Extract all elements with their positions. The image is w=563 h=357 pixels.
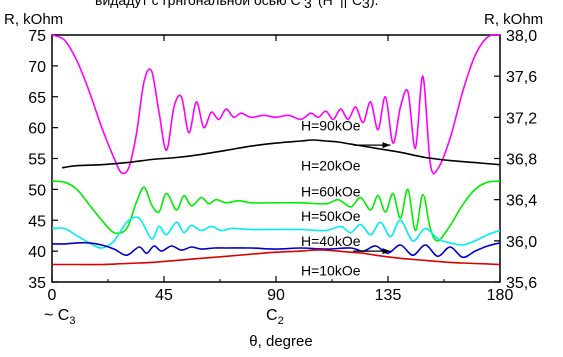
y-right-tick-label: 36,4 — [506, 193, 537, 210]
y-left-tick-label: 60 — [28, 121, 46, 138]
caption-tail-c: C — [352, 0, 362, 8]
caption-tail: (H — [318, 0, 333, 8]
y-left-tick-label: 75 — [28, 28, 46, 45]
caption-text: видадут с грнгональной осью С — [95, 0, 301, 8]
x-tick-label: 90 — [267, 287, 285, 304]
x-tick-label: 180 — [487, 287, 514, 304]
arrow-head — [382, 248, 391, 255]
y-left-tick-label: 45 — [28, 213, 46, 230]
y-left-tick-label: 35 — [28, 275, 46, 292]
y-axis-right-title: R, kOhm — [484, 11, 543, 28]
y-left-tick-label: 65 — [28, 90, 46, 107]
series-line-h60koe — [51, 180, 501, 242]
x-annotation: C2 — [266, 307, 284, 327]
series-line-h10koe — [52, 249, 501, 266]
x-tick-label: 0 — [48, 287, 57, 304]
y-right-tick-label: 35,6 — [506, 275, 537, 292]
y-right-tick-label: 37,6 — [506, 69, 537, 86]
series-line-h40koe — [51, 241, 501, 259]
x-annotation: ~ C3 — [44, 307, 75, 327]
series-label: H=60kOe — [301, 183, 361, 199]
x-tick-label: 45 — [155, 287, 173, 304]
y-left-tick-label: 40 — [28, 244, 46, 261]
series-label: H=10kOe — [301, 263, 361, 279]
x-tick-label: 135 — [375, 287, 402, 304]
series-label: H=40kOe — [301, 233, 361, 249]
caption-tail-parallel: || — [340, 0, 347, 8]
plot-area: 0 45 90 135 180 35 40 45 50 55 60 65 70 75 35,6 36,0 36,… — [28, 28, 537, 327]
series-label: H=90kOe — [301, 118, 361, 134]
y-left-tick-label: 55 — [28, 152, 46, 169]
caption-fragment: видадут с грнгональной осью С 3 (H || C … — [95, 0, 379, 11]
y-axis-left-title: R, kOhm — [4, 11, 63, 28]
series-line-h50koe — [51, 216, 501, 249]
caption-subscript: 3 — [304, 0, 312, 11]
y-right-tick-label: 36,0 — [506, 234, 537, 251]
series-line-h20koe — [61, 139, 501, 169]
series-label: H=20kOe — [301, 158, 361, 174]
arrow-head — [382, 142, 391, 149]
y-left-tick-label: 50 — [28, 182, 46, 199]
y-right-tick-label: 37,2 — [506, 110, 537, 127]
x-axis-title: θ, degree — [249, 333, 312, 350]
caption-tail-end: ). — [370, 0, 379, 8]
caption-tail-sub: 3 — [362, 0, 370, 11]
y-right-tick-label: 38,0 — [506, 28, 537, 45]
series-line-h90koe — [51, 34, 501, 175]
y-right-tick-label: 36,8 — [506, 152, 537, 169]
series-label: H=50kOe — [301, 208, 361, 224]
y-left-tick-label: 70 — [28, 59, 46, 76]
